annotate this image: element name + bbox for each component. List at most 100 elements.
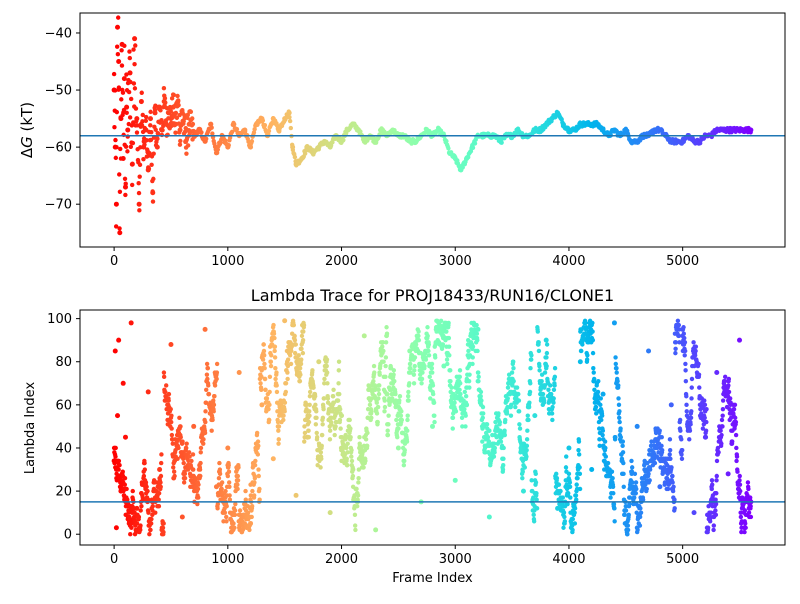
lambda-point — [467, 385, 472, 390]
lambda-point — [572, 506, 578, 511]
lambda-point — [463, 400, 469, 405]
lambda-point — [551, 396, 556, 401]
lambda-point — [430, 383, 436, 388]
lambda-point — [673, 340, 679, 345]
lambda-point — [306, 428, 311, 433]
lambda-point — [380, 344, 385, 349]
lambda-point — [384, 331, 390, 336]
lambda-point — [345, 441, 350, 446]
lambda-point — [332, 432, 337, 438]
lambda-point — [524, 443, 530, 449]
delta-g-point — [137, 162, 143, 168]
delta-g-point — [460, 165, 465, 170]
lambda-point — [561, 510, 567, 515]
lambda-point — [419, 376, 425, 382]
delta-g-y-tick-label: −70 — [45, 198, 72, 213]
lambda-point — [145, 488, 150, 494]
lambda-point — [324, 363, 329, 369]
lambda-point — [491, 454, 497, 459]
lambda-point — [377, 372, 382, 377]
lambda-point — [610, 484, 616, 489]
lambda-point — [156, 497, 161, 502]
lambda-point — [203, 400, 209, 405]
lambda-point — [573, 493, 579, 498]
lambda-point — [621, 471, 626, 477]
lambda-point — [731, 406, 737, 412]
lambda-point — [618, 426, 623, 431]
lambda-point — [344, 456, 349, 461]
lambda-point — [679, 437, 684, 442]
lambda-point — [726, 389, 732, 395]
lambda-point — [195, 501, 200, 507]
lambda-point — [713, 512, 719, 518]
lambda-point — [142, 467, 148, 472]
lambda-point — [432, 413, 437, 418]
lambda-point — [344, 445, 349, 451]
delta-g-point — [122, 43, 127, 48]
delta-g-points — [111, 15, 754, 236]
lambda-point — [353, 527, 358, 533]
lambda-point — [197, 467, 203, 472]
lambda-point — [235, 482, 240, 487]
lambda-point — [203, 409, 208, 414]
lambda-point — [355, 503, 360, 509]
lambda-point — [247, 527, 252, 533]
lambda-point — [683, 378, 689, 384]
lambda-point — [171, 469, 177, 474]
lambda-point — [687, 437, 692, 442]
lambda-point — [583, 320, 588, 326]
lambda-point — [722, 374, 728, 380]
lambda-point — [299, 357, 304, 362]
lambda-point — [566, 445, 572, 451]
lambda-point — [243, 497, 248, 502]
lambda-point — [531, 512, 536, 518]
delta-g-point — [116, 15, 121, 20]
lambda-point — [272, 355, 278, 360]
lambda-point — [718, 428, 723, 433]
lambda-point — [320, 415, 326, 420]
lambda-point — [120, 469, 125, 474]
lambda-point — [205, 366, 211, 371]
lambda-point — [256, 467, 261, 472]
lambda-point — [552, 366, 558, 371]
lambda-point — [149, 516, 154, 522]
lambda-point — [687, 428, 693, 433]
lambda-point — [227, 497, 233, 502]
delta-g-point — [117, 189, 123, 194]
lambda-point — [125, 497, 130, 502]
lambda-point — [498, 439, 504, 444]
lambda-point — [226, 480, 232, 485]
lambda-point — [373, 385, 378, 390]
lambda-point — [504, 411, 510, 416]
lambda-point — [617, 419, 622, 425]
lambda-point — [307, 402, 312, 408]
lambda-point — [737, 337, 743, 343]
lambda-point — [600, 428, 606, 433]
lambda-point — [416, 333, 421, 339]
delta-g-point — [128, 144, 134, 149]
lambda-point — [158, 484, 163, 489]
lambda-point — [433, 355, 438, 360]
lambda-point — [670, 473, 675, 479]
lambda-point — [508, 402, 514, 408]
delta-g-point — [444, 138, 449, 144]
lambda-point — [667, 447, 673, 453]
lambda-point — [733, 419, 739, 425]
lambda-point — [520, 475, 525, 481]
lambda-point — [564, 454, 569, 459]
lambda-point — [236, 465, 241, 470]
lambda-point — [737, 482, 743, 487]
lambda-point — [448, 378, 453, 384]
lambda-point — [720, 413, 725, 418]
lambda-point — [276, 437, 281, 442]
delta-g-point — [287, 114, 292, 120]
lambda-point — [475, 348, 480, 354]
delta-g-point — [127, 55, 133, 61]
lambda-point — [232, 525, 237, 530]
lambda-point — [371, 363, 377, 369]
lambda-point — [350, 469, 355, 474]
lambda-point — [190, 452, 196, 457]
lambda-point — [201, 437, 206, 442]
lambda-point — [613, 435, 618, 440]
lambda-point — [386, 422, 391, 427]
